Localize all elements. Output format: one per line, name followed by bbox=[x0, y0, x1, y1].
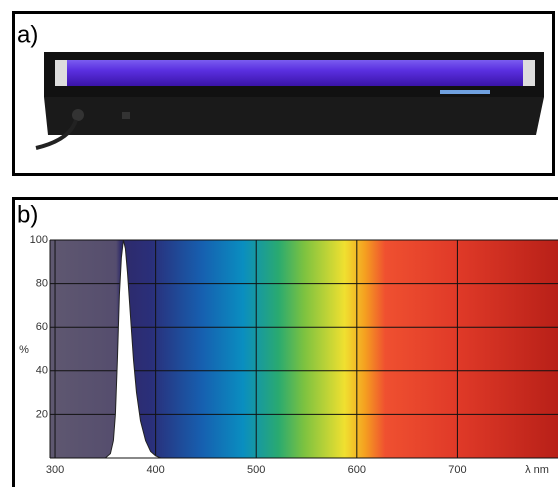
lamp-photo bbox=[35, 52, 544, 150]
x-tick-label: 300 bbox=[46, 464, 64, 476]
x-tick-label: 400 bbox=[146, 464, 164, 476]
emission-curve bbox=[103, 239, 161, 459]
x-tick-label: 600 bbox=[348, 464, 366, 476]
y-tick-label: 100 bbox=[30, 234, 48, 246]
y-tick-label: 20 bbox=[36, 408, 48, 420]
panel-label: b) bbox=[17, 201, 38, 228]
x-tick-label: 700 bbox=[448, 464, 466, 476]
y-axis-label: % bbox=[19, 344, 29, 356]
panel-label: a) bbox=[17, 21, 38, 48]
y-tick-label: 40 bbox=[36, 365, 48, 377]
x-tick-label: 500 bbox=[247, 464, 265, 476]
x-axis-label: λ nm bbox=[525, 464, 549, 476]
y-tick-label: 80 bbox=[36, 278, 48, 290]
y-tick-label: 60 bbox=[36, 321, 48, 333]
